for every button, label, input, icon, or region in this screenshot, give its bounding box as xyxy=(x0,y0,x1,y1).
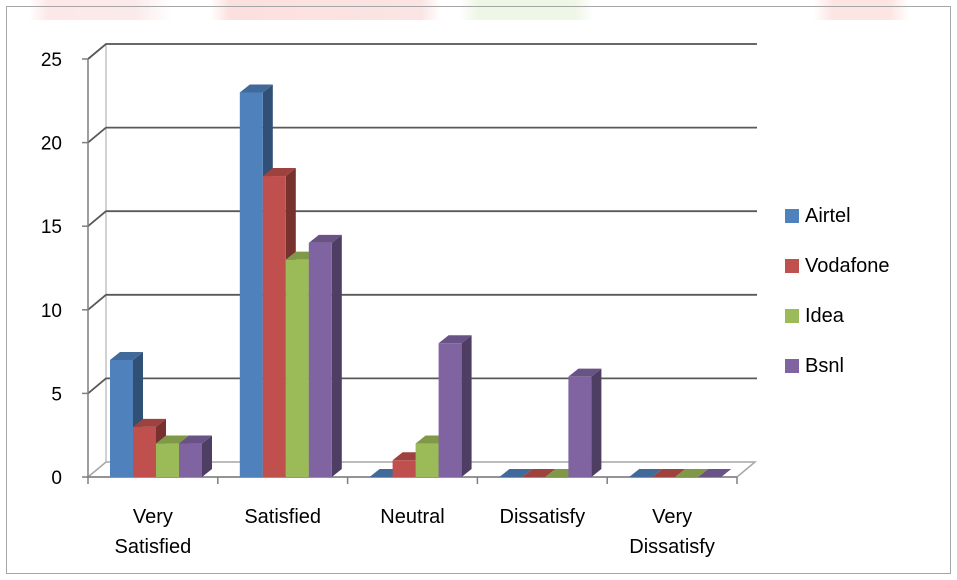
bar-side xyxy=(202,435,212,477)
bar-front xyxy=(179,443,202,477)
y-axis-tick-labels: 0 5 10 15 20 25 xyxy=(41,50,62,489)
legend-label: Bsnl xyxy=(805,355,844,377)
bars xyxy=(110,84,732,478)
bar-front xyxy=(285,259,309,477)
bar-front xyxy=(438,343,462,477)
bar-front xyxy=(262,176,286,478)
legend-item: Idea xyxy=(785,305,845,327)
legend-label: Vodafone xyxy=(805,255,890,277)
bar-top xyxy=(568,368,602,377)
x-axis-tick-labels: Very Satisfied Satisfied Neutral Dissatisfy V… xyxy=(115,506,715,558)
bar-front xyxy=(239,92,263,477)
bar-front xyxy=(156,443,179,477)
gridline xyxy=(87,43,757,60)
bar-top xyxy=(262,168,296,177)
bar-top xyxy=(675,469,709,477)
gridline xyxy=(87,293,757,311)
gridlines xyxy=(87,43,757,395)
legend-item: Vodafone xyxy=(785,255,890,277)
x-tick-label: Very xyxy=(652,506,692,528)
y-tick-label: 0 xyxy=(51,468,62,489)
x-tick-label: Satisfied xyxy=(115,536,192,558)
bar-front xyxy=(133,426,156,477)
y-tick-label: 15 xyxy=(41,217,62,238)
y-tick-label: 5 xyxy=(51,384,62,405)
bar-side xyxy=(461,335,472,477)
bar-top xyxy=(629,469,663,477)
gridline xyxy=(87,210,757,227)
bar-front xyxy=(415,443,439,477)
y-tick-label: 10 xyxy=(41,301,62,322)
bar-top xyxy=(308,234,342,243)
bar-top xyxy=(698,469,732,477)
bar xyxy=(308,234,342,477)
x-tick-label: Neutral xyxy=(380,506,444,528)
bar-front xyxy=(568,376,592,477)
bar xyxy=(568,368,602,477)
bar-side xyxy=(591,368,602,477)
bar xyxy=(499,469,533,477)
bar xyxy=(522,469,556,477)
legend-item: Bsnl xyxy=(785,355,844,377)
bar xyxy=(698,469,732,477)
chart-frame xyxy=(6,6,951,574)
legend-item: Airtel xyxy=(785,205,851,227)
bar-top xyxy=(133,418,166,427)
back-wall-edge xyxy=(87,43,755,60)
bar xyxy=(179,435,212,477)
chart-walls xyxy=(85,43,758,478)
legend: Airtel Vodafone Idea Bsnl xyxy=(785,205,890,377)
bar-top xyxy=(438,335,472,344)
y-tick-label: 25 xyxy=(41,50,62,71)
x-tick-label: Satisfied xyxy=(244,506,321,528)
x-tick-label: Dissatisfy xyxy=(629,536,715,558)
gridline xyxy=(87,126,757,144)
bar xyxy=(438,335,472,477)
bar xyxy=(675,469,709,477)
x-tick-label: Dissatisfy xyxy=(500,506,586,528)
bar-front xyxy=(110,359,133,477)
bar-top xyxy=(239,84,273,93)
legend-label: Idea xyxy=(805,305,845,327)
axes xyxy=(82,58,738,484)
bar-top xyxy=(110,351,143,360)
legend-swatch xyxy=(785,359,799,373)
gridline xyxy=(87,377,757,395)
top-decorative-band xyxy=(0,0,957,20)
bar-top xyxy=(156,435,189,444)
bar-side xyxy=(331,234,342,477)
bar xyxy=(652,469,686,477)
x-tick-label: Very xyxy=(133,506,173,528)
bar-top xyxy=(522,469,556,477)
bar-front xyxy=(392,460,416,477)
bar-top xyxy=(652,469,686,477)
bar-top xyxy=(499,469,533,477)
legend-swatch xyxy=(785,309,799,323)
bar xyxy=(629,469,663,477)
legend-swatch xyxy=(785,209,799,223)
bar-top xyxy=(179,435,212,444)
legend-swatch xyxy=(785,259,799,273)
y-tick-label: 20 xyxy=(41,134,62,155)
bar-front xyxy=(308,242,332,477)
legend-label: Airtel xyxy=(805,205,851,227)
